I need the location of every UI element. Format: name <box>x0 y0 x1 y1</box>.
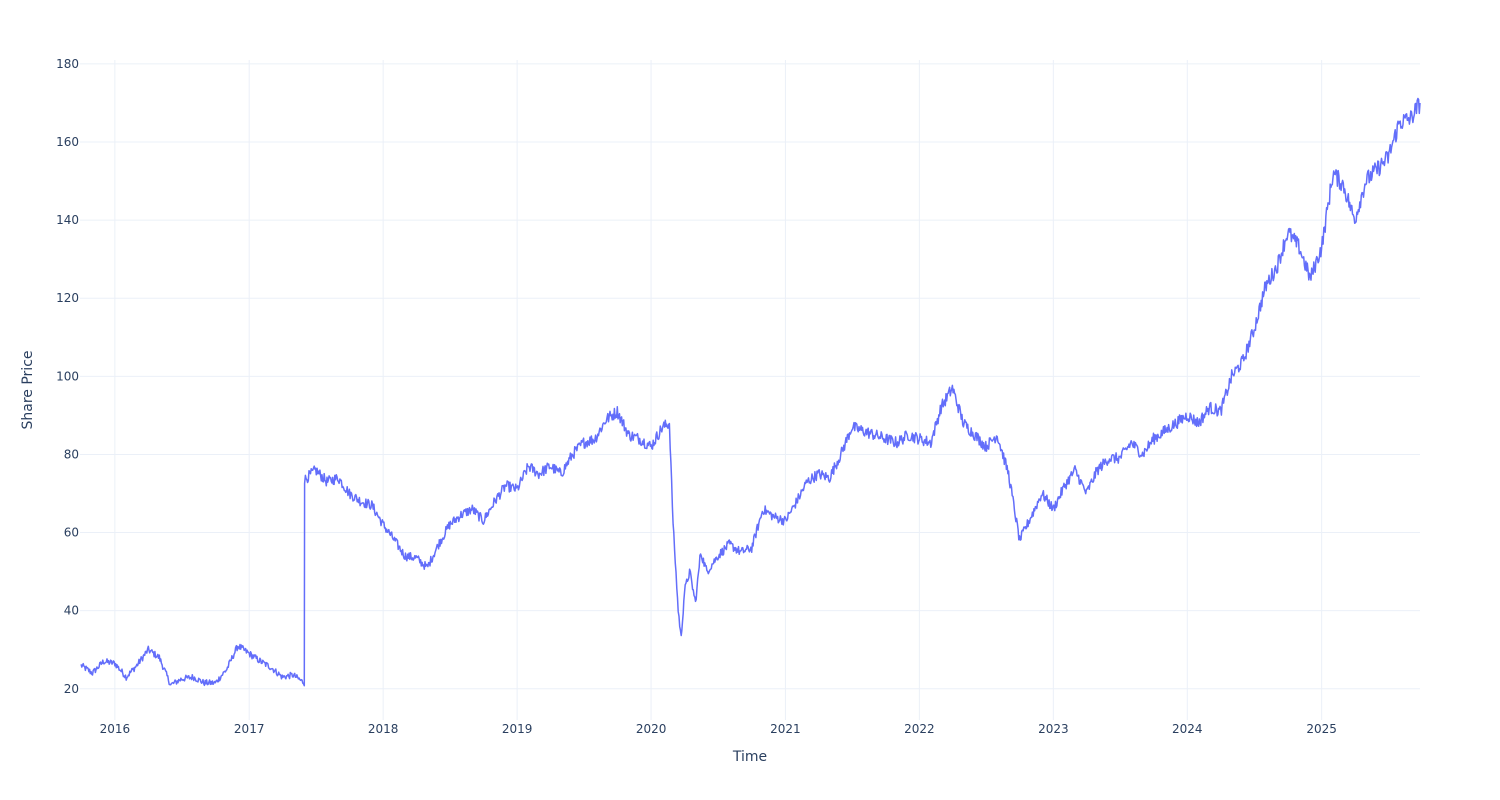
y-tick-label: 80 <box>64 447 79 461</box>
y-tick-label: 100 <box>56 369 79 383</box>
y-tick-label: 120 <box>56 291 79 305</box>
tick-layer: 20 40 60 80 100 120 140 160 180 2016 2017 2018 2019 2… <box>56 57 1337 736</box>
x-tick-label: 2024 <box>1172 722 1203 736</box>
y-tick-label: 60 <box>64 526 79 540</box>
line-layer <box>80 97 1421 687</box>
y-tick-label: 160 <box>56 135 79 149</box>
x-tick-label: 2016 <box>100 722 131 736</box>
y-tick-label: 20 <box>64 682 79 696</box>
y-tick-label: 140 <box>56 213 79 227</box>
y-tick-label: 40 <box>64 604 79 618</box>
x-tick-label: 2018 <box>368 722 399 736</box>
x-tick-label: 2019 <box>502 722 533 736</box>
y-axis-title: Share Price <box>20 350 36 429</box>
x-tick-label: 2021 <box>770 722 801 736</box>
x-axis-title: Time <box>732 749 767 765</box>
y-tick-label: 180 <box>56 57 79 71</box>
x-tick-label: 2025 <box>1306 722 1337 736</box>
x-tick-label: 2023 <box>1038 722 1069 736</box>
share-price-line <box>80 97 1421 687</box>
x-tick-label: 2022 <box>904 722 935 736</box>
x-tick-label: 2020 <box>636 722 667 736</box>
x-tick-label: 2017 <box>234 722 265 736</box>
grid-layer <box>80 60 1420 720</box>
